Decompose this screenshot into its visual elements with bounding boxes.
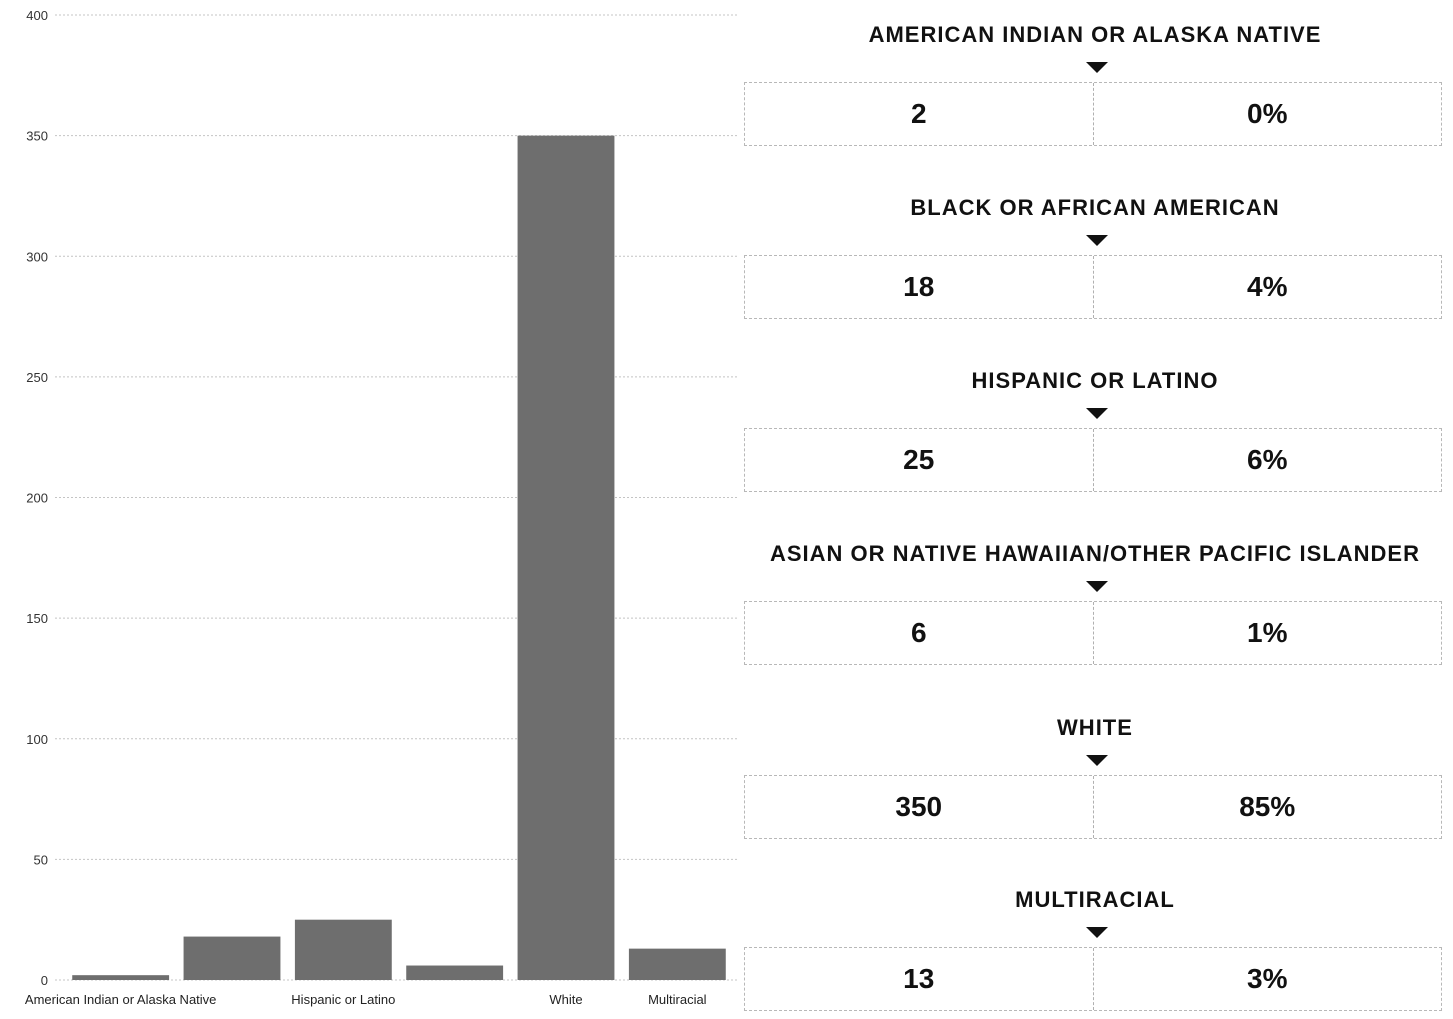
count-value: 2: [745, 83, 1094, 145]
group-title: WHITE: [1057, 715, 1133, 740]
bar: [183, 936, 281, 980]
caret-down-icon: [1086, 62, 1108, 73]
count-value: 13: [745, 948, 1094, 1010]
summary-panel: AMERICAN INDIAN OR ALASKA NATIVE 2 0% BL…: [742, 0, 1448, 1019]
count-value: 18: [745, 256, 1094, 318]
caret-down-icon: [1086, 927, 1108, 938]
caret-down-icon: [1086, 755, 1108, 766]
percent-value: 3%: [1247, 963, 1288, 994]
group-title: AMERICAN INDIAN OR ALASKA NATIVE: [868, 22, 1322, 47]
y-tick-label: 250: [26, 370, 48, 385]
percent-value: 85%: [1239, 791, 1296, 822]
y-tick-label: 0: [41, 973, 48, 988]
y-tick-label: 400: [26, 8, 48, 23]
bar: [517, 135, 615, 980]
bar-chart: 0 50 100 150 200 250 300 350 400 American Indian …: [25, 8, 738, 1007]
count-value: 25: [745, 429, 1094, 491]
bar: [72, 975, 170, 980]
caret-down-icon: [1086, 235, 1108, 246]
y-tick-label: 300: [26, 249, 48, 264]
y-tick-label: 50: [34, 852, 48, 867]
caret-down-icon: [1086, 408, 1108, 419]
count-value: 6: [745, 602, 1094, 664]
group-title: BLACK OR AFRICAN AMERICAN: [910, 195, 1280, 220]
percent-value: 1%: [1247, 617, 1288, 648]
x-tick-label: American Indian or Alaska Native: [25, 992, 216, 1007]
y-tick-label: 100: [26, 732, 48, 747]
group-title: MULTIRACIAL: [1015, 887, 1175, 912]
group-title: ASIAN OR NATIVE HAWAIIAN/OTHER PACIFIC I…: [770, 541, 1420, 566]
summary-box: 350 85%: [744, 775, 1442, 839]
percent-value: 0%: [1247, 98, 1288, 129]
group-title: HISPANIC OR LATINO: [971, 368, 1219, 393]
bar: [406, 965, 504, 980]
x-tick-label: White: [549, 992, 582, 1007]
y-tick-label: 200: [26, 491, 48, 506]
count-value: 350: [745, 776, 1094, 838]
bar: [294, 919, 392, 980]
percent-value: 6%: [1247, 444, 1288, 475]
summary-box: 25 6%: [744, 428, 1442, 492]
x-tick-label: Multiracial: [648, 992, 707, 1007]
summary-box: 6 1%: [744, 601, 1442, 665]
y-tick-label: 350: [26, 129, 48, 144]
y-tick-label: 150: [26, 611, 48, 626]
bar: [628, 948, 726, 980]
summary-box: 18 4%: [744, 255, 1442, 319]
caret-down-icon: [1086, 581, 1108, 592]
summary-box: 2 0%: [744, 82, 1442, 146]
summary-box: 13 3%: [744, 947, 1442, 1011]
percent-value: 4%: [1247, 271, 1288, 302]
x-tick-label: Hispanic or Latino: [291, 992, 395, 1007]
